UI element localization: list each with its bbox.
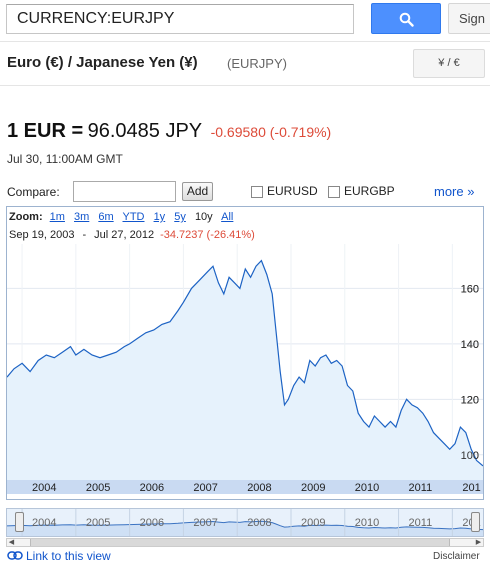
zoom-all[interactable]: All bbox=[221, 211, 234, 223]
checkbox-eurusd-label: EURUSD bbox=[267, 184, 318, 198]
range-start[interactable]: Sep 19, 2003 bbox=[9, 229, 75, 241]
price-chart[interactable]: 1001201401601001201401602004200520062007… bbox=[7, 244, 483, 500]
quote-line: 1 EUR = 96.0485 JPY -0.69580 (-0.719%) bbox=[7, 120, 331, 143]
zoom-ytd[interactable]: YTD bbox=[122, 211, 145, 223]
link-to-view[interactable]: Link to this view bbox=[26, 549, 111, 563]
compare-label: Compare: bbox=[7, 185, 60, 199]
sign-in-button[interactable]: Sign bbox=[448, 3, 490, 34]
range-change: -34.7237 (-26.41%) bbox=[160, 229, 255, 241]
search-icon bbox=[399, 12, 414, 27]
x-tick-label: 201 bbox=[462, 482, 480, 494]
x-tick-label: 2011 bbox=[409, 482, 433, 494]
navigator-year-label: 2004 bbox=[32, 517, 56, 529]
pair-name: Euro (€) / Japanese Yen (¥) bbox=[7, 54, 198, 71]
compare-bar: Compare: Add EURUSD EURGBP more » bbox=[0, 180, 490, 204]
pair-symbol: (EURJPY) bbox=[227, 56, 287, 71]
x-tick-label: 2010 bbox=[355, 482, 379, 494]
x-tick-label: 2009 bbox=[301, 482, 325, 494]
x-tick-label: 2005 bbox=[86, 482, 110, 494]
checkbox-eurgbp[interactable] bbox=[328, 186, 340, 198]
range-dash: - bbox=[82, 229, 87, 241]
zoom-5y[interactable]: 5y bbox=[174, 211, 186, 223]
series-area bbox=[7, 260, 483, 480]
x-axis-band bbox=[7, 480, 483, 494]
link-icon bbox=[7, 551, 23, 560]
y-tick-label: 160 bbox=[461, 283, 479, 295]
zoom-6m[interactable]: 6m bbox=[98, 211, 114, 223]
navigator-year-label: 2007 bbox=[193, 517, 217, 529]
search-button[interactable] bbox=[371, 3, 441, 34]
zoom-3m[interactable]: 3m bbox=[74, 211, 90, 223]
compare-input[interactable] bbox=[73, 181, 176, 202]
navigator-right-handle[interactable] bbox=[471, 512, 480, 532]
add-button[interactable]: Add bbox=[182, 182, 213, 201]
disclaimer-link[interactable]: Disclaimer bbox=[433, 551, 480, 562]
quote-prefix: 1 EUR = bbox=[7, 120, 84, 142]
x-tick-label: 2008 bbox=[247, 482, 271, 494]
zoom-controls: Zoom: 1m 3m 6m YTD 1y 5y 10y All bbox=[9, 211, 239, 223]
series-line bbox=[7, 259, 483, 467]
invert-pair-button[interactable]: ¥ / € bbox=[413, 49, 485, 78]
date-range: Sep 19, 2003- Jul 27, 2012 -34.7237 (-26.4… bbox=[9, 229, 255, 241]
y-tick-label: 140 bbox=[461, 339, 479, 351]
search-bar: CURRENCY:EURJPY Sign bbox=[0, 0, 490, 40]
scroll-left-arrow[interactable]: ◀ bbox=[8, 539, 15, 546]
navigator-left-handle[interactable] bbox=[15, 512, 24, 532]
navigator-year-label: 2009 bbox=[301, 517, 325, 529]
y-tick-label: 120 bbox=[461, 394, 479, 406]
currency-header: Euro (€) / Japanese Yen (¥) (EURJPY) ¥ /… bbox=[0, 41, 490, 86]
navigator-year-label: 2006 bbox=[140, 517, 164, 529]
navigator-year-label: 2005 bbox=[86, 517, 110, 529]
x-tick-label: 2004 bbox=[32, 482, 56, 494]
y-tick-label-overlay: 160 bbox=[461, 283, 479, 295]
search-input[interactable]: CURRENCY:EURJPY bbox=[6, 4, 354, 34]
checkbox-eurusd[interactable] bbox=[251, 186, 263, 198]
zoom-label: Zoom: bbox=[9, 211, 43, 223]
zoom-10y[interactable]: 10y bbox=[194, 211, 213, 223]
navigator-year-label: 2008 bbox=[247, 517, 271, 529]
y-tick-label-overlay: 120 bbox=[461, 394, 479, 406]
checkbox-eurgbp-label: EURGBP bbox=[344, 184, 395, 198]
scroll-right-arrow[interactable]: ▶ bbox=[475, 539, 482, 546]
more-link[interactable]: more » bbox=[434, 184, 475, 199]
quote-time: Jul 30, 11:00AM GMT bbox=[7, 152, 123, 166]
scrollbar-thumb[interactable] bbox=[30, 539, 450, 546]
quote-change: -0.69580 (-0.719%) bbox=[210, 124, 332, 140]
x-tick-label: 2007 bbox=[193, 482, 217, 494]
quote-rate: 96.0485 JPY bbox=[87, 120, 203, 142]
range-end[interactable]: Jul 27, 2012 bbox=[94, 229, 155, 241]
y-tick-label-overlay: 140 bbox=[461, 339, 479, 351]
x-tick-label: 2006 bbox=[140, 482, 164, 494]
navigator-year-label: 2011 bbox=[409, 517, 433, 529]
y-tick-label-overlay: 100 bbox=[461, 450, 479, 462]
navigator-year-label: 2010 bbox=[355, 517, 379, 529]
navigator-line bbox=[7, 520, 483, 531]
zoom-1m[interactable]: 1m bbox=[49, 211, 65, 223]
zoom-1y[interactable]: 1y bbox=[153, 211, 166, 223]
